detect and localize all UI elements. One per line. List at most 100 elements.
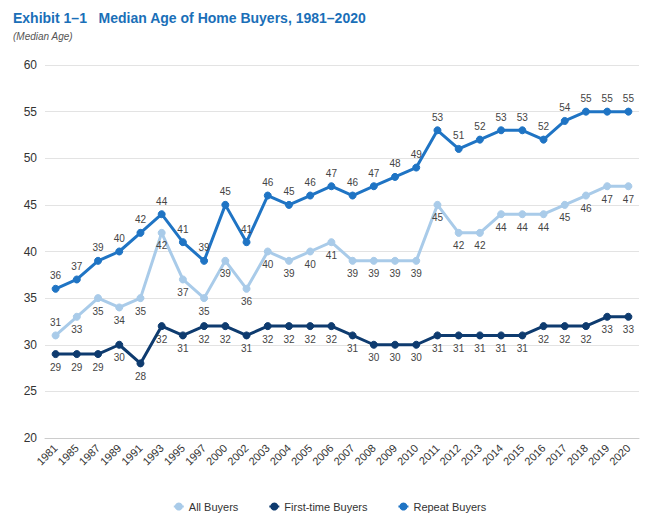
svg-text:46: 46 (347, 177, 359, 188)
svg-text:52: 52 (474, 121, 486, 132)
svg-text:55: 55 (580, 93, 592, 104)
svg-text:30: 30 (114, 352, 126, 363)
svg-text:20: 20 (24, 431, 38, 445)
svg-text:1995: 1995 (161, 442, 187, 468)
svg-text:39: 39 (347, 268, 359, 279)
svg-text:44: 44 (517, 222, 529, 233)
svg-text:35: 35 (199, 306, 211, 317)
svg-text:2005: 2005 (289, 442, 315, 468)
svg-text:48: 48 (389, 158, 401, 169)
svg-text:2011: 2011 (417, 442, 442, 467)
svg-text:46: 46 (580, 203, 592, 214)
svg-text:46: 46 (262, 177, 274, 188)
svg-text:32: 32 (156, 334, 168, 345)
svg-text:39: 39 (283, 268, 295, 279)
svg-text:2004: 2004 (267, 442, 293, 468)
svg-text:55: 55 (623, 93, 635, 104)
svg-text:First-time Buyers: First-time Buyers (284, 501, 368, 513)
svg-text:40: 40 (305, 259, 317, 270)
svg-text:31: 31 (517, 343, 529, 354)
svg-text:42: 42 (135, 214, 147, 225)
svg-text:2012: 2012 (437, 442, 463, 468)
svg-text:60: 60 (24, 58, 38, 72)
svg-text:47: 47 (623, 194, 635, 205)
svg-text:40: 40 (262, 259, 274, 270)
svg-text:33: 33 (71, 324, 83, 335)
svg-text:41: 41 (177, 224, 189, 235)
svg-text:31: 31 (432, 343, 444, 354)
svg-text:42: 42 (453, 240, 465, 251)
svg-text:2013: 2013 (458, 442, 484, 468)
svg-text:31: 31 (453, 343, 465, 354)
svg-text:54: 54 (559, 102, 571, 113)
svg-text:33: 33 (602, 324, 614, 335)
svg-text:32: 32 (283, 334, 295, 345)
svg-text:35: 35 (135, 306, 147, 317)
svg-text:Repeat Buyers: Repeat Buyers (413, 501, 486, 513)
svg-text:2017: 2017 (543, 442, 569, 468)
svg-text:2003: 2003 (246, 442, 272, 468)
svg-text:2002: 2002 (225, 442, 251, 468)
svg-text:31: 31 (241, 343, 253, 354)
svg-text:41: 41 (326, 250, 338, 261)
svg-text:All Buyers: All Buyers (189, 501, 239, 513)
svg-text:42: 42 (474, 240, 486, 251)
svg-text:40: 40 (24, 245, 38, 259)
svg-text:36: 36 (241, 296, 253, 307)
svg-text:46: 46 (305, 177, 317, 188)
svg-text:2016: 2016 (522, 442, 548, 468)
svg-text:39: 39 (411, 268, 423, 279)
svg-text:32: 32 (538, 334, 550, 345)
svg-text:39: 39 (368, 268, 380, 279)
svg-text:2020: 2020 (607, 442, 633, 468)
svg-text:2015: 2015 (501, 442, 527, 468)
svg-text:33: 33 (623, 324, 635, 335)
svg-text:30: 30 (389, 352, 401, 363)
svg-text:53: 53 (496, 112, 508, 123)
svg-text:32: 32 (305, 334, 317, 345)
svg-text:39: 39 (199, 242, 211, 253)
svg-text:37: 37 (177, 287, 189, 298)
svg-text:2006: 2006 (310, 442, 336, 468)
svg-text:37: 37 (71, 261, 83, 272)
svg-text:44: 44 (538, 222, 550, 233)
svg-text:28: 28 (135, 371, 147, 382)
svg-text:1991: 1991 (119, 442, 145, 468)
svg-text:44: 44 (156, 196, 168, 207)
svg-text:41: 41 (241, 224, 253, 235)
svg-text:29: 29 (71, 362, 83, 373)
svg-text:32: 32 (559, 334, 571, 345)
svg-text:47: 47 (326, 168, 338, 179)
svg-text:44: 44 (496, 222, 508, 233)
svg-text:39: 39 (220, 268, 232, 279)
svg-text:45: 45 (283, 186, 295, 197)
svg-text:39: 39 (389, 268, 401, 279)
svg-text:52: 52 (538, 121, 550, 132)
svg-text:1985: 1985 (55, 442, 81, 468)
svg-text:31: 31 (177, 343, 189, 354)
svg-text:32: 32 (326, 334, 338, 345)
svg-text:1993: 1993 (140, 442, 166, 468)
svg-text:31: 31 (347, 343, 359, 354)
svg-text:1997: 1997 (183, 442, 209, 468)
svg-text:31: 31 (496, 343, 508, 354)
svg-text:53: 53 (517, 112, 529, 123)
svg-text:1981: 1981 (34, 442, 60, 468)
svg-text:51: 51 (453, 130, 465, 141)
svg-text:42: 42 (156, 240, 168, 251)
svg-text:32: 32 (262, 334, 274, 345)
svg-text:2019: 2019 (586, 442, 612, 468)
svg-text:2014: 2014 (480, 442, 506, 468)
svg-text:2009: 2009 (374, 442, 400, 468)
svg-text:50: 50 (24, 151, 38, 165)
svg-text:32: 32 (199, 334, 211, 345)
svg-text:Exhibit 1–1 Median Age of Ho: Exhibit 1–1 Median Age of Home Buyers, 1… (13, 10, 366, 26)
svg-text:2007: 2007 (331, 442, 357, 468)
svg-text:49: 49 (411, 149, 423, 160)
svg-text:31: 31 (50, 317, 62, 328)
svg-text:34: 34 (114, 315, 126, 326)
svg-text:40: 40 (114, 233, 126, 244)
svg-text:(Median Age): (Median Age) (13, 31, 73, 42)
svg-text:32: 32 (220, 334, 232, 345)
svg-text:35: 35 (24, 291, 38, 305)
